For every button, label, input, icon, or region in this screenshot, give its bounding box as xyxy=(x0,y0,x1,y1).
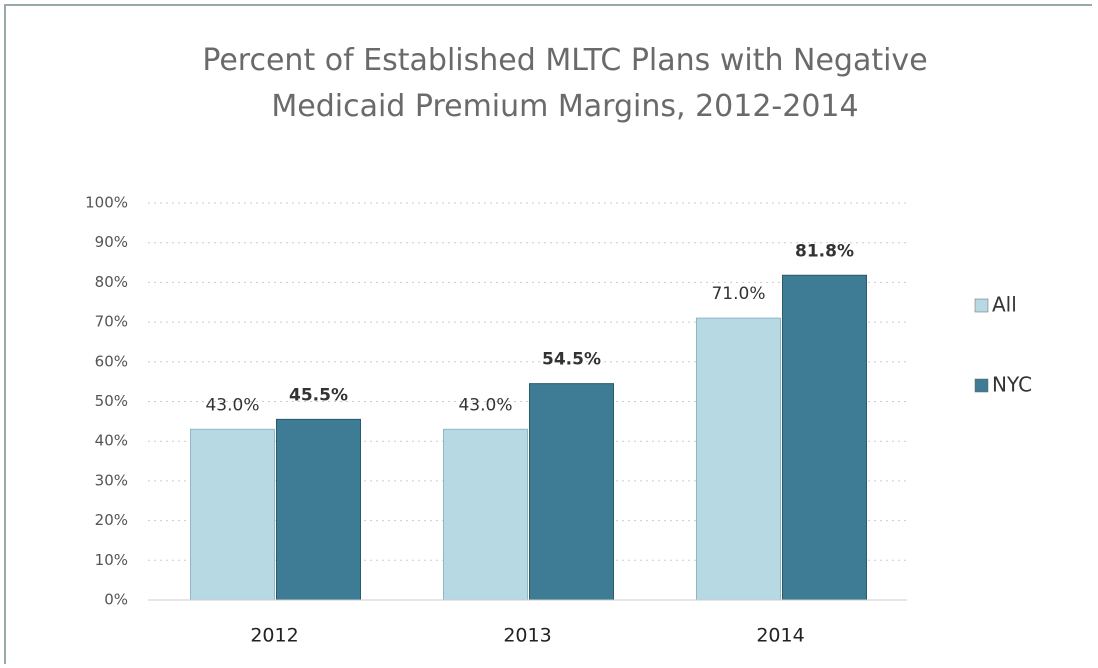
legend-swatch xyxy=(974,298,989,313)
bar xyxy=(190,428,275,601)
x-tick-label: 2014 xyxy=(756,625,804,647)
x-tick-label: 2012 xyxy=(250,625,298,647)
value-label: 43.0% xyxy=(205,395,259,415)
y-tick-label: 30% xyxy=(95,471,128,489)
y-tick-label: 90% xyxy=(95,233,128,251)
y-tick-label: 40% xyxy=(95,432,128,450)
frame xyxy=(4,4,1092,664)
y-tick-label: 80% xyxy=(95,273,128,291)
value-label: 43.0% xyxy=(458,395,512,415)
value-label: 71.0% xyxy=(711,284,765,304)
y-tick-label: 100% xyxy=(85,194,128,212)
legend-label: All xyxy=(992,293,1017,317)
value-label: 81.8% xyxy=(795,241,854,261)
y-tick-label: 20% xyxy=(95,511,128,529)
bar xyxy=(696,317,781,601)
legend-swatch xyxy=(974,378,989,393)
y-tick-label: 10% xyxy=(95,551,128,569)
bar xyxy=(443,428,528,601)
y-tick-label: 70% xyxy=(95,313,128,331)
bar xyxy=(276,418,361,601)
y-tick-label: 50% xyxy=(95,392,128,410)
x-tick-label: 2013 xyxy=(503,625,551,647)
bar xyxy=(782,274,867,601)
bar xyxy=(529,383,614,601)
chart-title: Percent of Established MLTC Plans with N… xyxy=(202,43,928,124)
legend-label: NYC xyxy=(992,373,1032,397)
y-tick-label: 0% xyxy=(104,591,128,609)
value-label: 45.5% xyxy=(289,385,348,405)
y-tick-label: 60% xyxy=(95,352,128,370)
value-label: 54.5% xyxy=(542,350,601,370)
